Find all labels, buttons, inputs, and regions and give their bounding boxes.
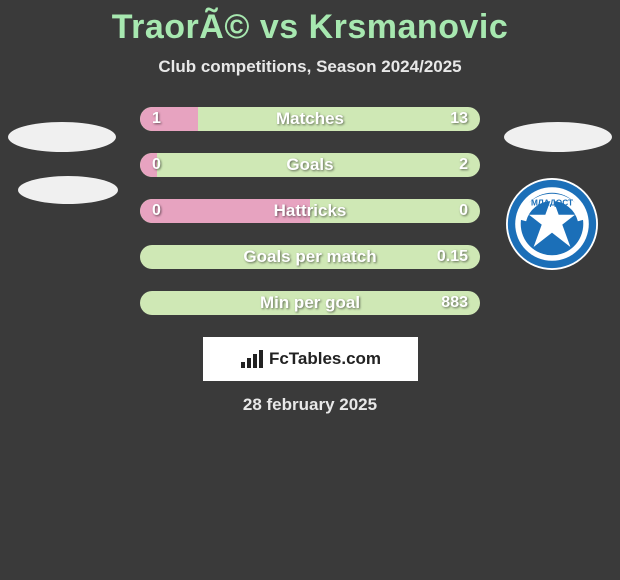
stat-val-right: 883: [441, 291, 468, 315]
subtitle: Club competitions, Season 2024/2025: [0, 57, 620, 77]
stat-val-right: 13: [450, 107, 468, 131]
stat-bar: 0 Hattricks 0: [140, 199, 480, 223]
stat-bar: 0 Goals 2: [140, 153, 480, 177]
stat-label: Goals: [140, 153, 480, 177]
stat-bar: Goals per match 0.15: [140, 245, 480, 269]
stat-val-right: 0: [459, 199, 468, 223]
brand-label: FcTables.com: [269, 349, 381, 369]
stat-row: 0 Goals 2: [0, 153, 620, 177]
stat-row: 1 Matches 13: [0, 107, 620, 131]
stat-label: Goals per match: [140, 245, 480, 269]
stat-bar: Min per goal 883: [140, 291, 480, 315]
stat-label: Min per goal: [140, 291, 480, 315]
brand-box[interactable]: FcTables.com: [203, 337, 418, 381]
page-title: TraorÃ© vs Krsmanovic: [0, 8, 620, 47]
stat-bar: 1 Matches 13: [140, 107, 480, 131]
stat-val-right: 0.15: [437, 245, 468, 269]
stat-row: 0 Hattricks 0: [0, 199, 620, 223]
stat-row: Goals per match 0.15: [0, 245, 620, 269]
date-label: 28 february 2025: [0, 395, 620, 415]
stat-label: Hattricks: [140, 199, 480, 223]
stat-val-right: 2: [459, 153, 468, 177]
bars-icon: [239, 348, 265, 370]
stat-label: Matches: [140, 107, 480, 131]
stat-row: Min per goal 883: [0, 291, 620, 315]
